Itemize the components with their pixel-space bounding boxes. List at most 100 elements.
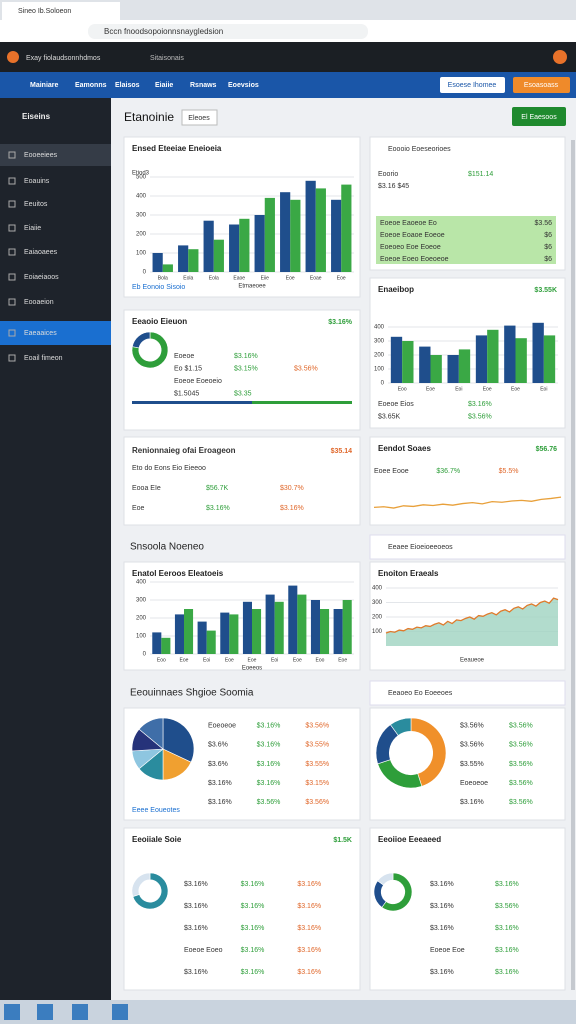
stat: Eoeoe Eoeoeio xyxy=(174,378,222,385)
bar xyxy=(419,346,431,383)
axis-label: Eoeeos xyxy=(242,666,262,672)
filter-label[interactable]: Eleoes xyxy=(188,115,210,122)
sidebar-item[interactable]: Eoiaeiaoos xyxy=(24,274,59,281)
stat: $3.56% xyxy=(468,414,492,421)
button-label[interactable]: El Eaesoos xyxy=(521,114,557,121)
panel xyxy=(123,436,361,526)
bar xyxy=(184,609,194,654)
bar xyxy=(220,612,230,654)
icon xyxy=(8,273,16,281)
taskbar-icon[interactable] xyxy=(4,1004,20,1020)
section-title: Snsoola Noeneo xyxy=(130,542,204,553)
stat: Eoeoe xyxy=(174,353,194,360)
sidebar-item[interactable]: Eooeeiees xyxy=(24,152,58,159)
tab-title[interactable]: Sineo Ib.Soloeon xyxy=(18,8,71,15)
y-tick-label: 100 xyxy=(374,367,385,373)
button[interactable] xyxy=(512,107,566,126)
bar xyxy=(229,224,240,272)
bar xyxy=(174,614,184,654)
taskbar-icon[interactable] xyxy=(72,1004,88,1020)
chart-note[interactable]: Eeee Eoueotes xyxy=(132,807,180,814)
stat: $3.16% xyxy=(208,780,232,787)
stat: $3.16% xyxy=(495,925,519,932)
avatar[interactable] xyxy=(553,50,567,64)
stat: $3.65K xyxy=(378,414,401,421)
filter[interactable] xyxy=(181,109,218,126)
stat: $3.16% xyxy=(206,505,230,512)
nav-item[interactable]: Eiaiie xyxy=(155,82,173,89)
active-item xyxy=(0,144,111,166)
y-tick-label: 300 xyxy=(136,598,147,604)
bar xyxy=(458,349,471,383)
icon xyxy=(8,248,16,256)
panel-header xyxy=(369,680,566,706)
sidebar-item[interactable]: Eooaeion xyxy=(24,299,54,306)
nav-item[interactable]: Elaisos xyxy=(115,82,140,89)
active-item xyxy=(0,321,111,345)
y-tick-label: 200 xyxy=(136,232,147,238)
y-tick-label: 0 xyxy=(143,652,147,658)
panel xyxy=(123,309,361,431)
bar xyxy=(430,355,442,383)
x-tick-label: Eoe xyxy=(511,386,520,392)
bar xyxy=(310,600,320,654)
stat: $3.6% xyxy=(208,761,228,768)
address-bar[interactable] xyxy=(88,24,368,39)
taskbar xyxy=(0,1000,576,1024)
list-item: Eoeoe Eaoeoe Eo xyxy=(380,220,437,227)
stat: Eoeoe Eios xyxy=(378,401,414,408)
scrollbar xyxy=(571,140,575,990)
nav-item[interactable]: Mainiare xyxy=(30,82,59,89)
y-tick-label: 100 xyxy=(372,629,383,635)
bar xyxy=(331,199,342,272)
sidebar-title: Eiseins xyxy=(22,112,51,121)
sidebar-item[interactable]: Eaeaaices xyxy=(24,330,57,337)
bar xyxy=(504,325,516,383)
donut-slice xyxy=(377,872,394,886)
button-label[interactable]: Esoese Ihomee xyxy=(448,82,497,89)
list-bg xyxy=(376,216,556,264)
menu[interactable]: Sitaisonais xyxy=(150,55,184,62)
stat: $3.16% xyxy=(234,353,258,360)
x-tick-label: Eaoe xyxy=(233,275,245,281)
stat: $3.6% xyxy=(208,742,228,749)
button[interactable] xyxy=(440,77,505,93)
stat: $3.16% xyxy=(297,881,321,888)
chart-title: Eeoiiale Soie xyxy=(132,835,182,844)
taskbar-icon[interactable] xyxy=(37,1004,53,1020)
y-tick-label: 0 xyxy=(381,381,385,387)
y-tick-label: 100 xyxy=(136,634,147,640)
stat: Eoe xyxy=(132,505,145,512)
nav-item[interactable]: Rsnaws xyxy=(190,82,217,89)
sidebar-item[interactable]: Eaiaoaees xyxy=(24,249,58,256)
nav-item[interactable]: Eoevsios xyxy=(228,82,259,89)
sidebar-item[interactable]: Eoauins xyxy=(24,178,50,185)
stat: $3.16% xyxy=(430,903,454,910)
bar xyxy=(242,601,252,654)
y-tick-label: 0 xyxy=(143,270,147,276)
chart-title: Eeoiioe Eeeaeed xyxy=(378,835,441,844)
sidebar-item[interactable]: Eiaiie xyxy=(24,225,41,232)
stat: $3.56% xyxy=(460,742,484,749)
stat: $3.16% xyxy=(297,903,321,910)
x-tick-label: Eoe xyxy=(225,657,234,663)
bar xyxy=(543,335,556,383)
chart-note[interactable]: Eb Eonoio Sisoio xyxy=(132,284,185,291)
sidebar-item[interactable]: Eoail fimeon xyxy=(24,355,63,362)
taskbar-icon[interactable] xyxy=(112,1004,128,1020)
list-item: Eoeoe Eoeo Eoeoeoe xyxy=(380,256,449,263)
nav-item[interactable]: Eamonns xyxy=(75,82,107,89)
button[interactable] xyxy=(513,77,570,93)
x-tick-label: Eoo xyxy=(316,657,325,663)
tab[interactable] xyxy=(2,2,120,20)
x-tick-label: Bola xyxy=(158,275,168,281)
line xyxy=(385,597,559,634)
stat: $3.15% xyxy=(234,366,258,373)
sidebar-item[interactable]: Eeuitos xyxy=(24,201,48,208)
chart-title: Ensed Eteeiae Eneioeia xyxy=(132,144,222,153)
bar xyxy=(447,355,459,383)
brand: Exay fiolaudsonnhdmos xyxy=(26,55,101,62)
panel-value: $35.14 xyxy=(331,448,353,455)
button-label[interactable]: Esoasoass xyxy=(524,82,559,89)
stat: Eooa EIe xyxy=(132,485,161,492)
